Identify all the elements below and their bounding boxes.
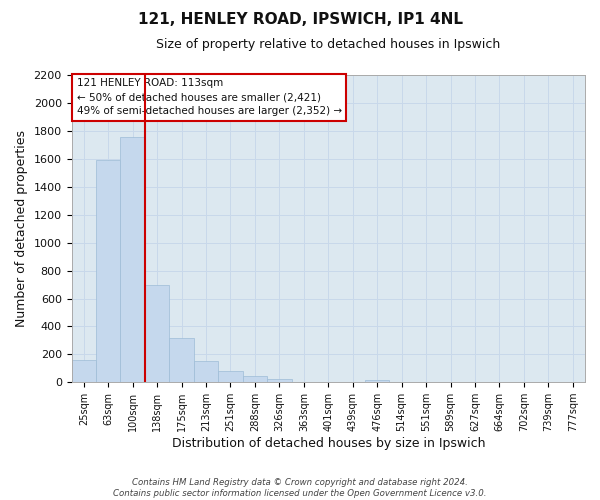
Title: Size of property relative to detached houses in Ipswich: Size of property relative to detached ho… bbox=[156, 38, 500, 51]
Bar bbox=[96, 160, 121, 382]
Bar bbox=[145, 284, 169, 382]
Bar bbox=[267, 378, 292, 382]
Y-axis label: Number of detached properties: Number of detached properties bbox=[15, 130, 28, 328]
X-axis label: Distribution of detached houses by size in Ipswich: Distribution of detached houses by size … bbox=[172, 437, 485, 450]
Bar bbox=[194, 360, 218, 382]
Text: 121 HENLEY ROAD: 113sqm
← 50% of detached houses are smaller (2,421)
49% of semi: 121 HENLEY ROAD: 113sqm ← 50% of detache… bbox=[77, 78, 342, 116]
Text: 121, HENLEY ROAD, IPSWICH, IP1 4NL: 121, HENLEY ROAD, IPSWICH, IP1 4NL bbox=[137, 12, 463, 28]
Bar bbox=[218, 371, 242, 382]
Bar bbox=[365, 380, 389, 382]
Bar bbox=[242, 376, 267, 382]
Bar bbox=[169, 338, 194, 382]
Bar bbox=[121, 136, 145, 382]
Text: Contains HM Land Registry data © Crown copyright and database right 2024.
Contai: Contains HM Land Registry data © Crown c… bbox=[113, 478, 487, 498]
Bar bbox=[71, 360, 96, 382]
